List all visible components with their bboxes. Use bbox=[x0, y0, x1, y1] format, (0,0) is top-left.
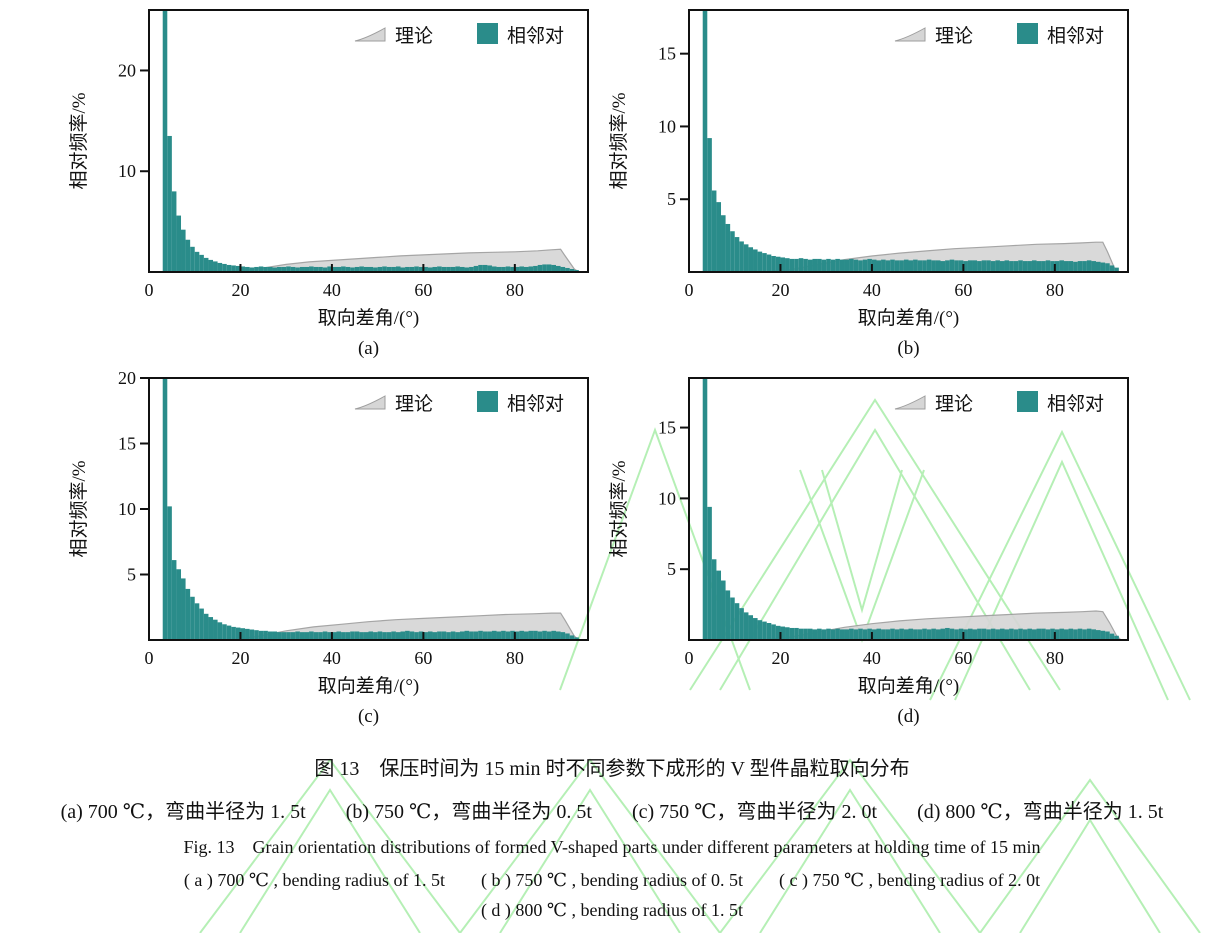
svg-text:理论: 理论 bbox=[935, 25, 973, 47]
svg-text:80: 80 bbox=[1046, 648, 1064, 668]
svg-text:10: 10 bbox=[658, 116, 676, 136]
svg-text:40: 40 bbox=[323, 648, 341, 668]
svg-text:相对频率/%: 相对频率/% bbox=[608, 460, 630, 557]
svg-text:40: 40 bbox=[863, 280, 881, 300]
caption-cn-title: 图 13 保压时间为 15 min 时不同参数下成形的 V 型件晶粒取向分布 bbox=[314, 758, 910, 780]
svg-text:20: 20 bbox=[118, 60, 136, 80]
svg-text:相对频率/%: 相对频率/% bbox=[608, 92, 630, 189]
svg-text:80: 80 bbox=[506, 280, 524, 300]
subplot-c-chart: 0 20 40 60 80 5 10 15 20 取向差角/(°) 相对频率/% (c) 理论 相邻对 bbox=[68, 368, 589, 727]
subplot-d: 0 20 40 60 80 5 10 15 取向差角/(°) 相对频率/% (d) 理论 相邻对 bbox=[595, 368, 1145, 733]
caption-en-subcaption-2: ( d ) 800 ℃ , bending radius of 1. 5t bbox=[480, 900, 744, 920]
svg-text:60: 60 bbox=[414, 280, 432, 300]
svg-text:5: 5 bbox=[667, 559, 676, 579]
svg-text:10: 10 bbox=[658, 488, 676, 508]
svg-text:相邻对: 相邻对 bbox=[507, 25, 564, 47]
svg-text:取向差角/(°): 取向差角/(°) bbox=[318, 307, 420, 329]
svg-text:(c): (c) bbox=[358, 706, 379, 727]
svg-text:15: 15 bbox=[658, 418, 676, 438]
svg-text:60: 60 bbox=[414, 648, 432, 668]
caption-en-subcaption-1: ( a ) 700 ℃ , bending radius of 1. 5t ( … bbox=[183, 870, 1041, 890]
svg-text:20: 20 bbox=[771, 280, 789, 300]
svg-text:理论: 理论 bbox=[935, 393, 973, 415]
svg-text:80: 80 bbox=[506, 648, 524, 668]
svg-text:80: 80 bbox=[1046, 280, 1064, 300]
subplot-a: 0 20 40 60 80 10 20 取向差角/(°) 相对频率/% (a) 理论 相邻对 bbox=[55, 0, 605, 365]
caption-cn-subcaption: (a) 700 ℃，弯曲半径为 1. 5t (b) 750 ℃，弯曲半径为 0.… bbox=[60, 801, 1164, 823]
svg-text:0: 0 bbox=[145, 648, 154, 668]
svg-text:相邻对: 相邻对 bbox=[1047, 25, 1104, 47]
svg-text:相邻对: 相邻对 bbox=[507, 393, 564, 415]
subplot-b: 0 20 40 60 80 5 10 15 取向差角/(°) 相对频率/% (b) 理论 相邻对 bbox=[595, 0, 1145, 365]
svg-text:(d): (d) bbox=[897, 706, 919, 727]
svg-text:15: 15 bbox=[658, 44, 676, 64]
svg-text:取向差角/(°): 取向差角/(°) bbox=[858, 675, 960, 697]
svg-text:0: 0 bbox=[145, 280, 154, 300]
subplot-c: 0 20 40 60 80 5 10 15 20 取向差角/(°) 相对频率/% (c) 理论 相邻对 bbox=[55, 368, 605, 733]
svg-text:40: 40 bbox=[863, 648, 881, 668]
svg-text:相邻对: 相邻对 bbox=[1047, 393, 1104, 415]
svg-text:理论: 理论 bbox=[395, 25, 433, 47]
subplot-b-chart: 0 20 40 60 80 5 10 15 取向差角/(°) 相对频率/% (b) 理论 相邻对 bbox=[608, 9, 1129, 359]
svg-text:(b): (b) bbox=[897, 338, 919, 359]
svg-text:相对频率/%: 相对频率/% bbox=[68, 92, 90, 189]
svg-text:取向差角/(°): 取向差角/(°) bbox=[858, 307, 960, 329]
svg-text:理论: 理论 bbox=[395, 393, 433, 415]
svg-text:5: 5 bbox=[127, 565, 136, 585]
svg-text:10: 10 bbox=[118, 161, 136, 181]
svg-text:0: 0 bbox=[685, 280, 694, 300]
svg-text:5: 5 bbox=[667, 189, 676, 209]
svg-text:20: 20 bbox=[231, 280, 249, 300]
svg-text:60: 60 bbox=[954, 280, 972, 300]
svg-text:60: 60 bbox=[954, 648, 972, 668]
svg-text:20: 20 bbox=[771, 648, 789, 668]
svg-text:0: 0 bbox=[685, 648, 694, 668]
svg-text:(a): (a) bbox=[358, 338, 379, 359]
svg-text:取向差角/(°): 取向差角/(°) bbox=[318, 675, 420, 697]
svg-text:10: 10 bbox=[118, 499, 136, 519]
svg-text:20: 20 bbox=[118, 368, 136, 388]
svg-text:20: 20 bbox=[231, 648, 249, 668]
subplot-d-chart: 0 20 40 60 80 5 10 15 取向差角/(°) 相对频率/% (d) 理论 相邻对 bbox=[608, 377, 1129, 727]
svg-text:相对频率/%: 相对频率/% bbox=[68, 460, 90, 557]
subplot-a-chart: 0 20 40 60 80 10 20 取向差角/(°) 相对频率/% (a) 理论 相邻对 bbox=[68, 9, 589, 359]
svg-text:15: 15 bbox=[118, 434, 136, 454]
svg-text:40: 40 bbox=[323, 280, 341, 300]
caption-en-title: Fig. 13 Grain orientation distributions … bbox=[183, 837, 1041, 857]
